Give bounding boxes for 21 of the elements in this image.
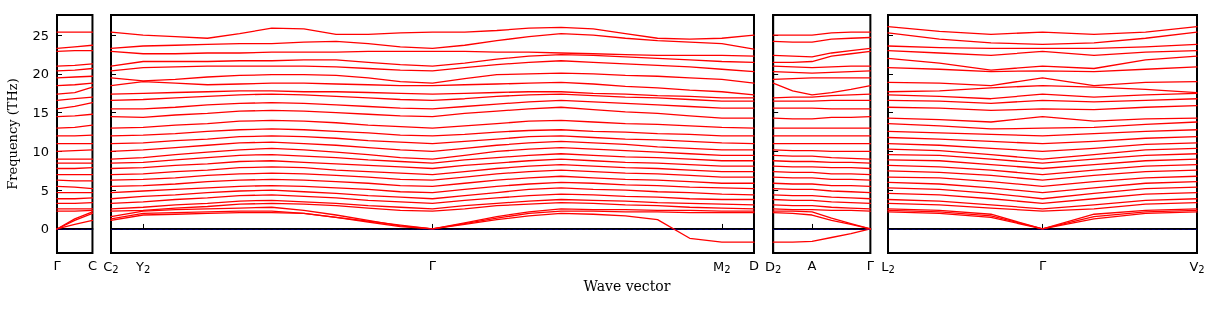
x-tick-label: V2 bbox=[1189, 259, 1205, 275]
x-tick-label: Γ bbox=[428, 258, 437, 273]
x-tick-label: Y2 bbox=[134, 259, 151, 275]
y-axis-title: Frequency (THz) bbox=[5, 78, 20, 190]
x-tick-label: D2 bbox=[765, 259, 782, 275]
x-tick-label: L2 bbox=[881, 259, 895, 275]
y-tick-label: 10 bbox=[32, 143, 49, 159]
x-tick-label: A bbox=[807, 258, 817, 273]
x-tick-label: C bbox=[87, 258, 97, 273]
x-tick-label: M2 bbox=[713, 259, 731, 275]
x-tick-label: Γ bbox=[866, 258, 875, 273]
y-tick-label: 25 bbox=[32, 27, 49, 43]
x-tick-label: Γ bbox=[53, 258, 62, 273]
x-tick-label: D bbox=[748, 258, 759, 273]
y-tick-label: 0 bbox=[40, 221, 49, 237]
y-tick-label: 20 bbox=[32, 66, 49, 82]
x-tick-label: C2 bbox=[103, 259, 119, 275]
y-tick-label: 5 bbox=[40, 182, 49, 198]
y-tick-label: 15 bbox=[32, 105, 49, 121]
x-tick-label: Γ bbox=[1038, 258, 1047, 273]
x-axis-title: Wave vector bbox=[583, 278, 671, 294]
